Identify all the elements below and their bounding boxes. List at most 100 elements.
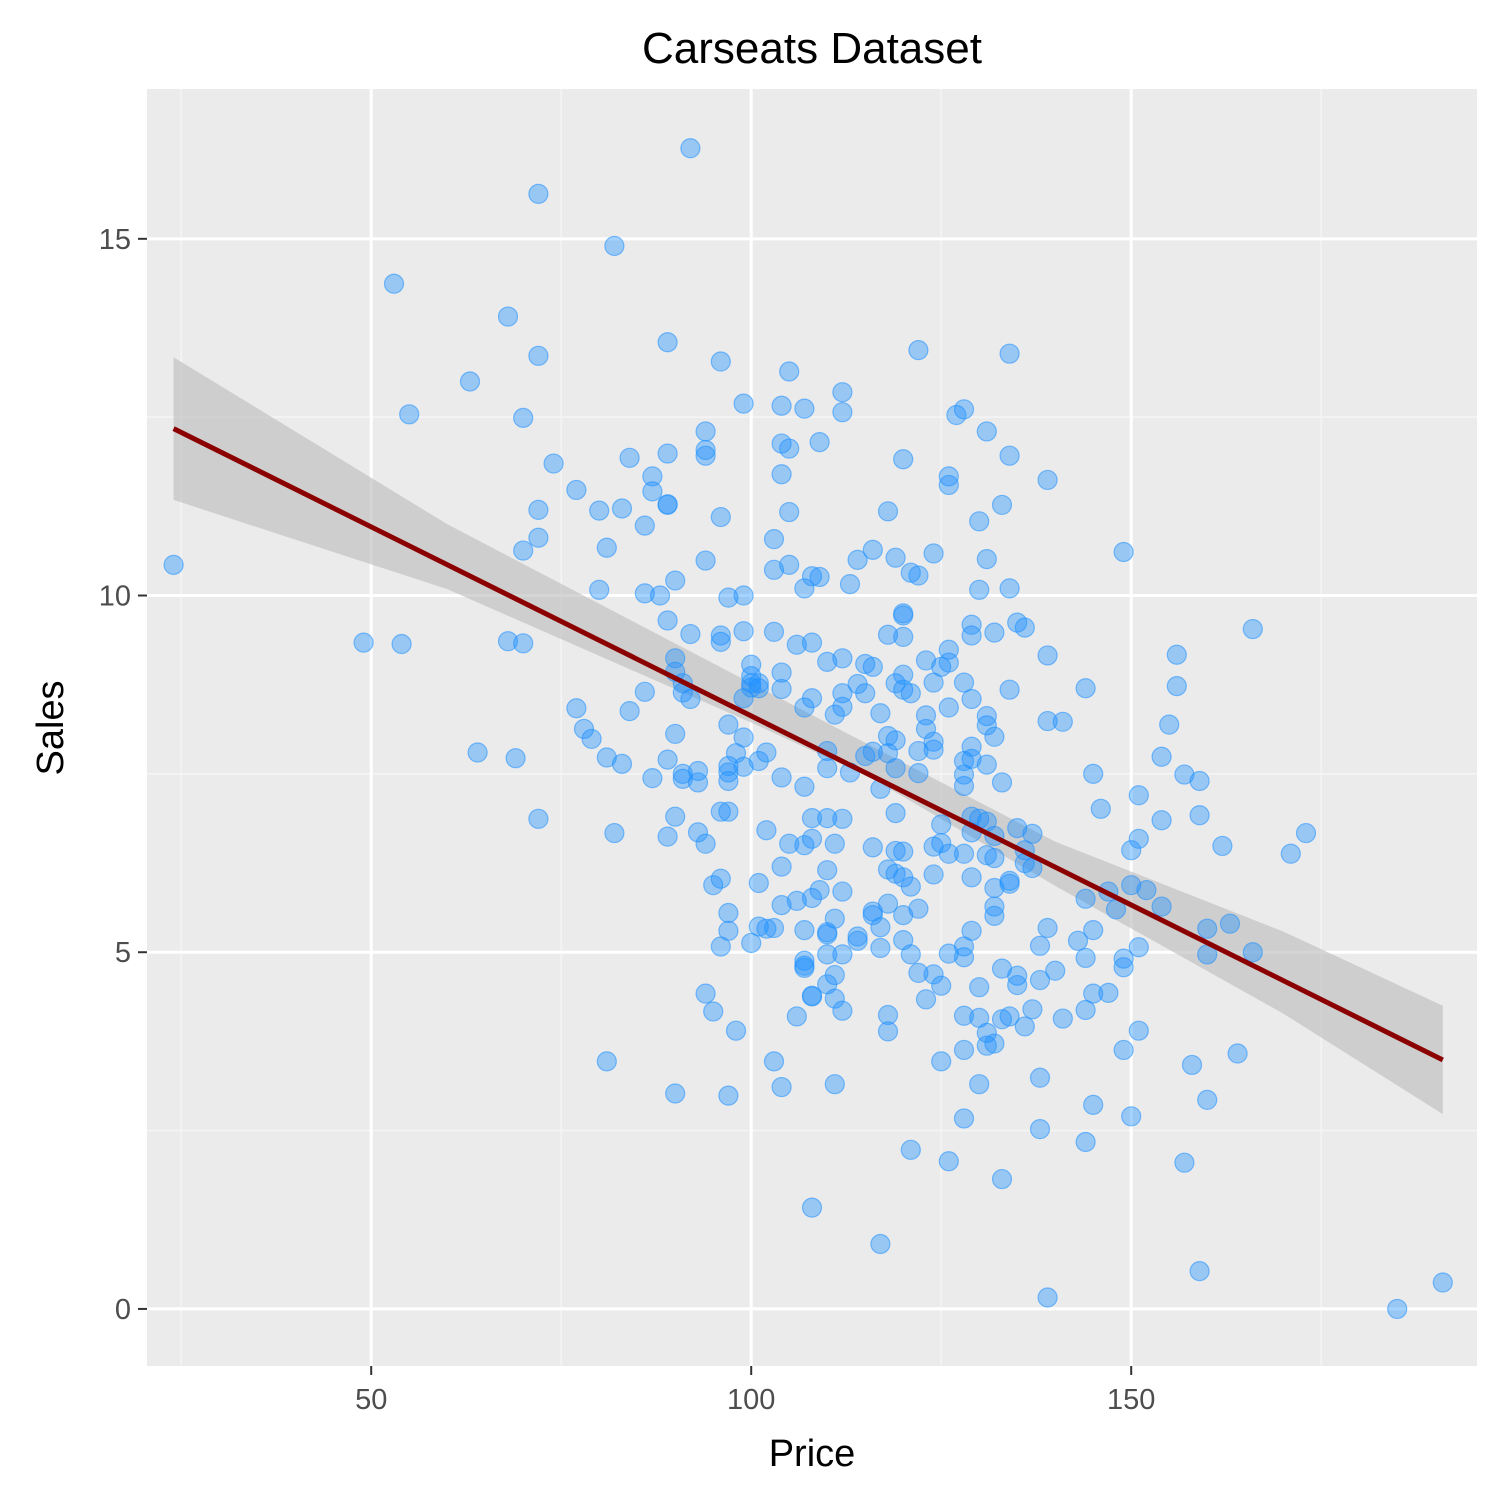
data-point bbox=[999, 873, 1020, 894]
x-axis-ticks: 50 100 150 bbox=[355, 1366, 1155, 1416]
data-point bbox=[915, 650, 937, 671]
data-point bbox=[900, 944, 921, 965]
data-point bbox=[877, 501, 899, 522]
data-point bbox=[528, 808, 549, 829]
data-point bbox=[1128, 785, 1149, 806]
regression-line-layer bbox=[172, 426, 1444, 1063]
data-point bbox=[710, 868, 731, 889]
data-point bbox=[763, 1051, 785, 1072]
regression-line bbox=[172, 426, 1444, 1063]
data-point bbox=[1128, 937, 1149, 958]
data-point bbox=[1128, 1020, 1149, 1041]
data-point bbox=[687, 772, 709, 793]
y-tick-label: 5 bbox=[115, 937, 131, 969]
data-point bbox=[399, 404, 420, 425]
data-point bbox=[976, 549, 997, 570]
data-point bbox=[657, 826, 678, 847]
data-point bbox=[771, 662, 792, 683]
data-point bbox=[991, 494, 1013, 516]
data-point bbox=[596, 1051, 617, 1072]
data-point bbox=[1052, 1008, 1073, 1029]
data-points-layer bbox=[163, 138, 1453, 1320]
data-point bbox=[695, 550, 716, 571]
confidence-band bbox=[173, 357, 1443, 1115]
data-point bbox=[1121, 875, 1142, 896]
data-point bbox=[1083, 983, 1104, 1004]
data-point bbox=[832, 382, 853, 403]
x-tick-label: 50 bbox=[355, 1384, 387, 1416]
data-point bbox=[832, 808, 853, 829]
data-point bbox=[687, 822, 709, 843]
data-point bbox=[809, 432, 830, 453]
data-point bbox=[801, 985, 823, 1006]
data-point bbox=[642, 768, 663, 789]
data-point bbox=[1242, 942, 1263, 963]
data-point bbox=[589, 579, 610, 600]
data-point bbox=[680, 688, 701, 710]
data-point bbox=[877, 1004, 899, 1026]
data-point bbox=[1113, 1039, 1134, 1061]
data-point bbox=[961, 688, 982, 710]
data-point bbox=[991, 772, 1013, 793]
data-point bbox=[1174, 1152, 1195, 1173]
data-point bbox=[1151, 746, 1172, 767]
data-point bbox=[832, 648, 853, 669]
data-point bbox=[893, 664, 914, 685]
data-point bbox=[969, 977, 990, 998]
data-point bbox=[1189, 770, 1210, 792]
data-point bbox=[961, 614, 982, 635]
data-point bbox=[938, 652, 959, 673]
data-point bbox=[1212, 835, 1233, 857]
data-point bbox=[718, 770, 739, 792]
data-point bbox=[885, 803, 906, 824]
data-point bbox=[908, 962, 929, 984]
data-point bbox=[908, 763, 929, 784]
data-point bbox=[1159, 714, 1180, 735]
data-point bbox=[1166, 644, 1187, 665]
x-tick-label: 100 bbox=[727, 1384, 775, 1416]
data-point bbox=[741, 932, 762, 954]
data-point bbox=[642, 466, 663, 487]
data-point bbox=[794, 957, 815, 979]
data-point bbox=[528, 345, 549, 366]
data-point bbox=[984, 847, 1005, 869]
chart-title: Carseats Dataset bbox=[642, 24, 982, 73]
data-point bbox=[695, 445, 716, 466]
data-point bbox=[513, 633, 534, 654]
data-point bbox=[771, 464, 792, 485]
data-point bbox=[756, 918, 777, 939]
y-tick-label: 10 bbox=[99, 581, 131, 613]
data-point bbox=[695, 421, 716, 442]
data-point bbox=[687, 760, 709, 782]
data-point bbox=[528, 183, 549, 204]
data-point bbox=[1037, 469, 1058, 491]
data-point bbox=[824, 964, 845, 986]
data-point bbox=[657, 443, 678, 464]
data-point bbox=[1075, 1131, 1096, 1153]
data-point bbox=[680, 623, 701, 645]
data-point bbox=[733, 756, 754, 777]
data-point bbox=[695, 983, 716, 1004]
data-point bbox=[900, 876, 921, 897]
data-point bbox=[718, 587, 739, 608]
data-point bbox=[619, 447, 640, 468]
data-point bbox=[832, 1000, 853, 1021]
data-point bbox=[718, 762, 739, 783]
data-point bbox=[991, 1168, 1013, 1190]
data-point bbox=[893, 626, 914, 647]
data-point bbox=[1121, 840, 1142, 861]
x-axis-title: Price bbox=[769, 1433, 856, 1475]
data-point bbox=[710, 631, 731, 652]
data-point bbox=[817, 860, 838, 881]
data-point bbox=[710, 351, 731, 372]
data-point bbox=[1037, 645, 1058, 666]
data-point bbox=[513, 407, 534, 428]
data-point bbox=[1227, 1043, 1248, 1064]
data-point bbox=[566, 479, 587, 501]
data-point bbox=[733, 727, 754, 748]
data-point bbox=[771, 678, 792, 700]
data-point bbox=[953, 672, 975, 693]
data-point bbox=[870, 703, 891, 724]
data-point bbox=[870, 937, 891, 959]
